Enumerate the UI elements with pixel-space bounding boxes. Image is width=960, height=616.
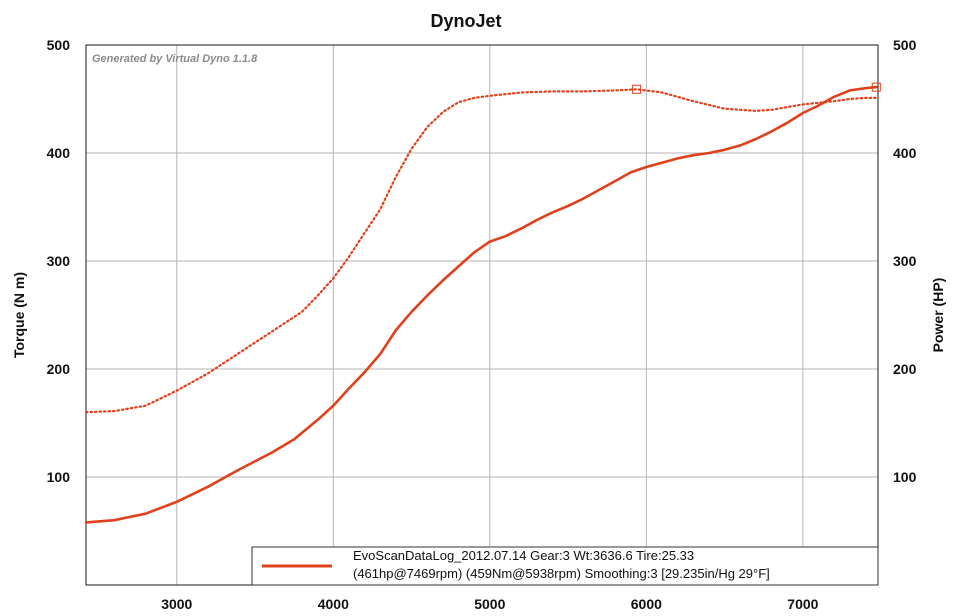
series-line-power <box>84 85 878 524</box>
y-tick-label-left: 200 <box>47 361 71 377</box>
peak-marker-power <box>871 82 881 92</box>
x-tick-label: 4000 <box>318 596 349 612</box>
plot-frame <box>85 44 879 586</box>
y-tick-label-right: 500 <box>893 37 917 53</box>
y-tick-label-left: 300 <box>47 253 71 269</box>
y-tick-label-left: 500 <box>47 37 71 53</box>
x-tick-label: 5000 <box>474 596 505 612</box>
y-tick-label-left: 400 <box>47 145 71 161</box>
y-tick-label-right: 100 <box>893 469 917 485</box>
series-line-torque <box>84 88 880 414</box>
x-tick-label: 7000 <box>787 596 818 612</box>
tick-labels: 3000 4000 5000 6000 7000 100 100 200 200 300 300 40… <box>47 37 917 612</box>
peak-marker-torque <box>632 84 642 94</box>
legend-box <box>251 546 879 586</box>
series-layer <box>84 82 881 524</box>
chart-title: DynoJet <box>430 11 501 31</box>
y-tick-label-right: 300 <box>893 253 917 269</box>
x-tick-label: 3000 <box>161 596 192 612</box>
y-axis-label-power: Power (HP) <box>930 278 946 353</box>
legend-line-1: EvoScanDataLog_2012.07.14 Gear:3 Wt:3636… <box>353 548 694 563</box>
x-tick-label: 6000 <box>631 596 662 612</box>
y-tick-label-right: 200 <box>893 361 917 377</box>
grid <box>86 44 878 585</box>
legend-line-2: (461hp@7469rpm) (459Nm@5938rpm) Smoothin… <box>353 566 770 581</box>
y-tick-label-left: 100 <box>47 469 71 485</box>
legend: EvoScanDataLog_2012.07.14 Gear:3 Wt:3636… <box>251 546 879 586</box>
y-tick-label-right: 400 <box>893 145 917 161</box>
y-axis-label-torque: Torque (N m) <box>11 272 27 358</box>
watermark-text: Generated by Virtual Dyno 1.1.8 <box>92 53 258 65</box>
